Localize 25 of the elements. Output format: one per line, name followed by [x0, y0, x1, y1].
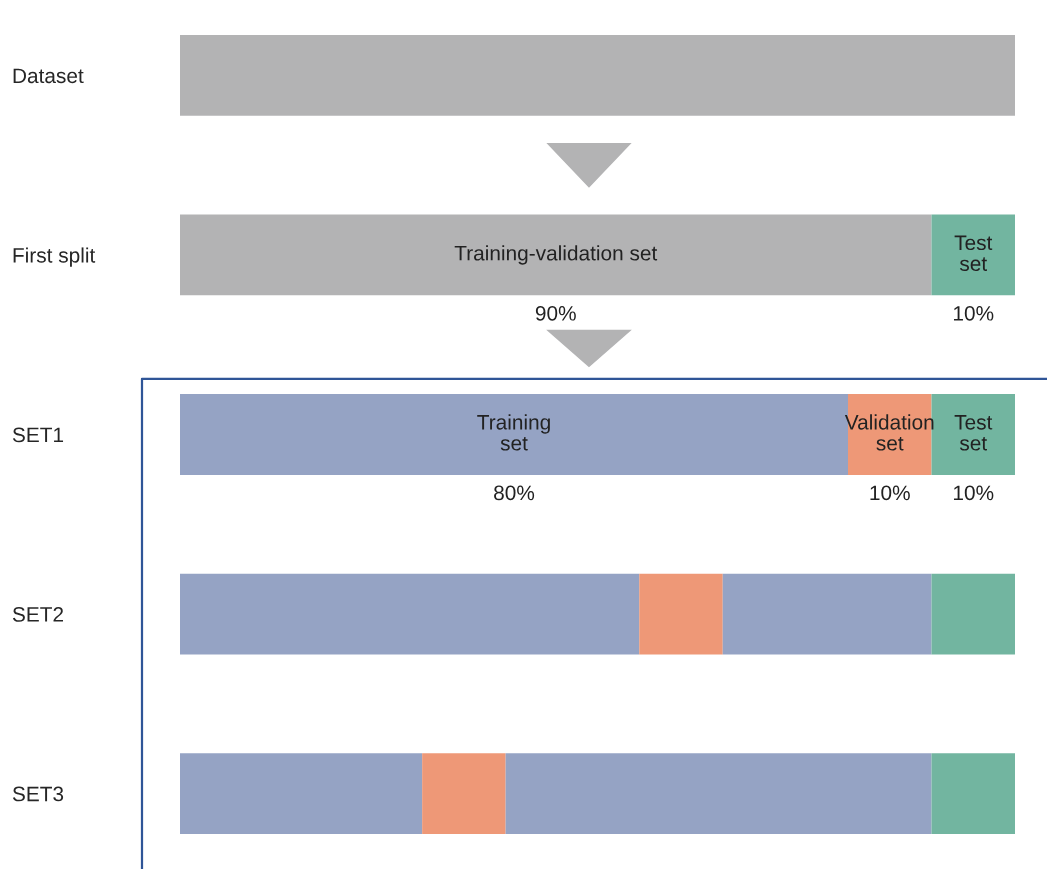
- y-tick-label: SET3: [12, 786, 64, 802]
- bar: [931, 573, 1015, 655]
- data-label: 10%: [953, 485, 994, 501]
- y-tick-label: SET1: [12, 427, 64, 443]
- bar: [639, 573, 723, 655]
- bar: [180, 753, 423, 834]
- bar: [180, 214, 932, 296]
- bar: [722, 573, 932, 655]
- series-label: Test set: [954, 235, 993, 272]
- series-label: Training set: [477, 414, 550, 451]
- bar: [931, 214, 1015, 296]
- data-label: 90%: [535, 305, 576, 321]
- bar: [422, 753, 506, 834]
- y-tick-label: Dataset: [13, 68, 84, 84]
- data-label: 10%: [953, 305, 994, 321]
- data-label: 10%: [870, 485, 910, 501]
- y-tick-label: SET2: [12, 607, 63, 622]
- data-label: 80%: [494, 485, 535, 501]
- bar: [180, 573, 640, 655]
- y-tick-label: First split: [13, 247, 96, 267]
- series-label: Training-validation set: [454, 245, 658, 265]
- text: Test set: [954, 415, 993, 451]
- bar: [505, 753, 932, 834]
- bar: [931, 753, 1015, 834]
- bar: [180, 35, 1015, 116]
